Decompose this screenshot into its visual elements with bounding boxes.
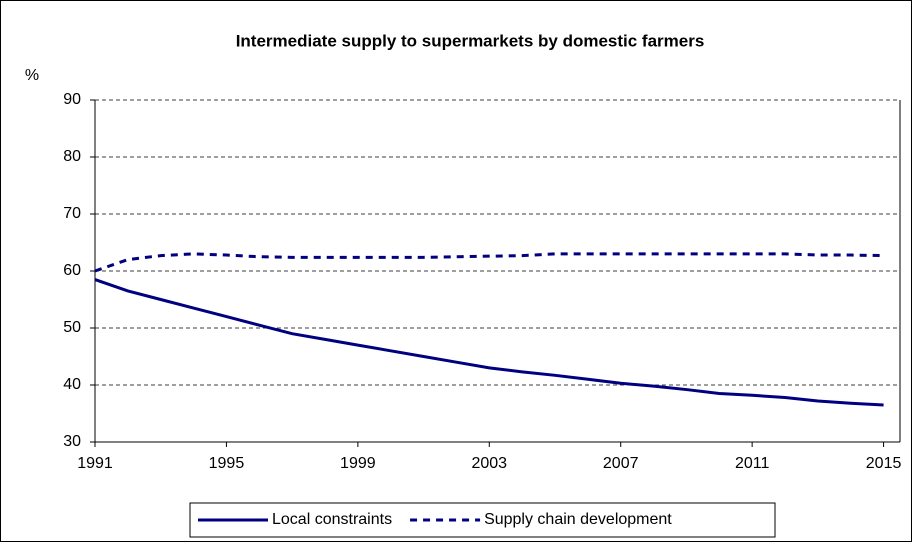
y-tick-label: 80 <box>63 148 81 165</box>
y-tick-label: 40 <box>63 376 81 393</box>
series-line <box>94 278 884 407</box>
y-tick-label: 70 <box>63 205 81 222</box>
legend-box <box>189 502 776 538</box>
x-tick-label: 2007 <box>603 455 639 472</box>
y-axis-label: % <box>25 67 39 84</box>
legend-label: Local constraints <box>272 511 392 528</box>
legend-label: Supply chain development <box>484 511 672 528</box>
chart-title: Intermediate supply to supermarkets by d… <box>236 31 705 50</box>
y-tick-label: 60 <box>63 262 81 279</box>
x-tick-label: 1995 <box>209 455 245 472</box>
x-tick-label: 1991 <box>77 455 113 472</box>
x-tick-label: 2015 <box>866 455 902 472</box>
series-line <box>94 252 884 273</box>
x-tick-label: 2003 <box>471 455 507 472</box>
x-tick-label: 1999 <box>340 455 376 472</box>
y-tick-label: 90 <box>63 91 81 108</box>
y-tick-label: 50 <box>63 319 81 336</box>
x-tick-label: 2011 <box>735 455 770 472</box>
y-tick-label: 30 <box>63 433 81 450</box>
